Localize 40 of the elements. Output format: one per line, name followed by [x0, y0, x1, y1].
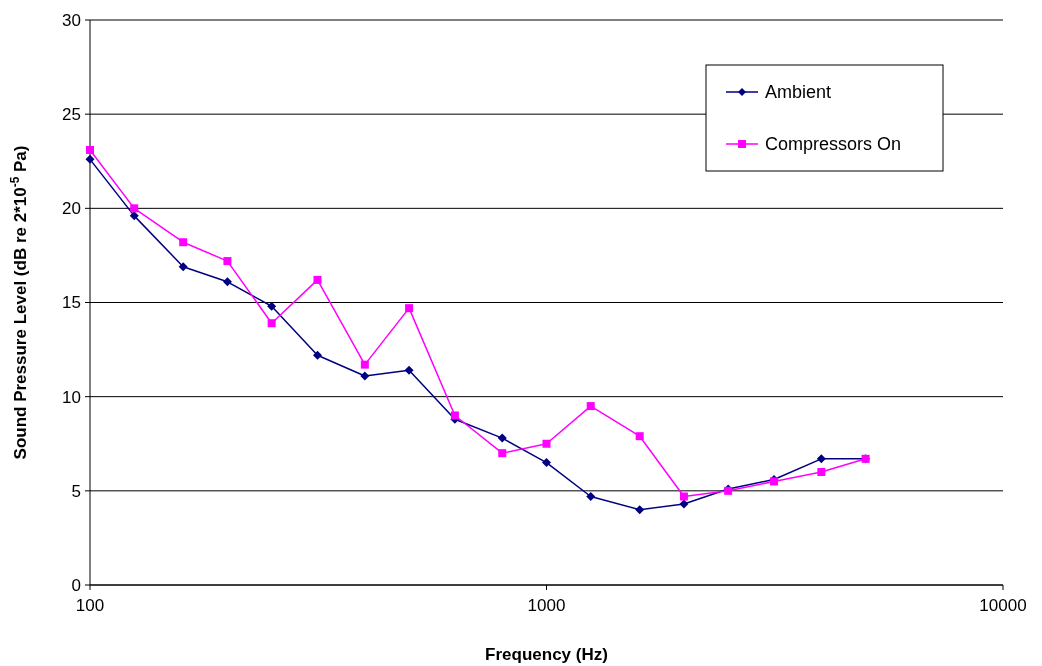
- x-axis-title: Frequency (Hz): [485, 645, 608, 664]
- y-tick-label: 25: [62, 105, 81, 125]
- point: [313, 275, 322, 284]
- point: [542, 439, 551, 448]
- point: [498, 449, 507, 458]
- point: [360, 371, 370, 381]
- y-tick-label: 5: [71, 481, 81, 501]
- point: [267, 301, 277, 311]
- point: [817, 468, 826, 476]
- point: [816, 454, 826, 464]
- point: [223, 257, 232, 266]
- point: [497, 433, 507, 443]
- point: [586, 491, 596, 501]
- point: [267, 319, 276, 328]
- y-tick-label: 30: [62, 10, 81, 30]
- point: [129, 211, 139, 221]
- y-tick-label: 10: [62, 387, 81, 407]
- point: [679, 492, 688, 501]
- y-tick-label: 20: [62, 199, 81, 219]
- point: [178, 262, 188, 272]
- point: [450, 411, 459, 420]
- point: [86, 145, 94, 154]
- point: [635, 432, 644, 441]
- point: [360, 360, 369, 369]
- point: [542, 458, 551, 468]
- y-tick-label: 0: [71, 575, 81, 595]
- point: [404, 365, 414, 375]
- x-tick-label: 10000: [979, 596, 1027, 615]
- point: [85, 154, 95, 164]
- x-tick-label: 100: [75, 596, 105, 615]
- point: [312, 350, 322, 360]
- legend-label: Ambient: [765, 82, 832, 103]
- point: [586, 402, 595, 411]
- point: [405, 304, 414, 313]
- point: [130, 204, 139, 213]
- x-tick-label: 1000: [527, 596, 566, 615]
- legend-label: Compressors On: [765, 134, 902, 155]
- point: [222, 277, 232, 287]
- point: [679, 499, 689, 509]
- y-tick-label: 15: [62, 293, 81, 313]
